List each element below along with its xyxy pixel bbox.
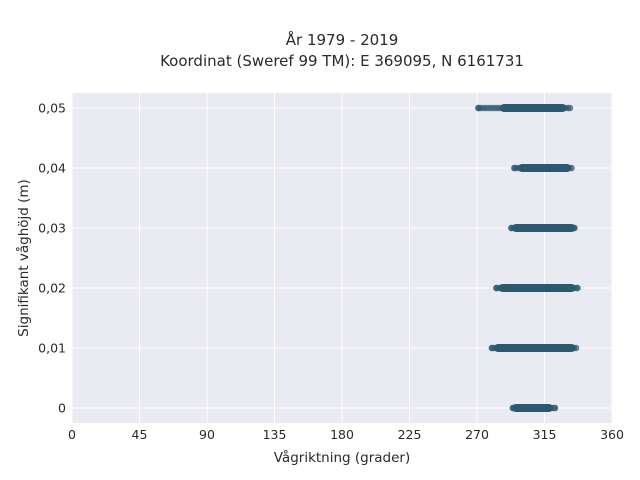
data-point xyxy=(572,344,580,352)
x-tick-label: 270 xyxy=(465,427,489,442)
y-tick-label: 0,03 xyxy=(38,221,66,236)
data-point xyxy=(488,344,496,352)
data-point xyxy=(571,224,578,232)
x-tick-label: 315 xyxy=(533,427,557,442)
y-tick-labels: 0 0,01 0,02 0,03 0,04 0,05 xyxy=(38,101,66,416)
data-points xyxy=(475,104,581,412)
x-tick-label: 135 xyxy=(263,427,287,442)
x-tick-label: 225 xyxy=(398,427,422,442)
data-point xyxy=(551,404,559,412)
chart-title-line2: Koordinat (Sweref 99 TM): E 369095, N 61… xyxy=(160,52,524,70)
y-tick-label: 0,05 xyxy=(38,101,66,116)
y-tick-label: 0,04 xyxy=(38,161,66,176)
data-point xyxy=(574,284,581,292)
data-point xyxy=(509,404,517,412)
data-point xyxy=(493,284,500,292)
x-tick-label: 90 xyxy=(199,427,215,442)
x-tick-labels: 0 45 90 135 180 225 270 315 360 xyxy=(68,427,624,442)
data-point xyxy=(475,104,482,112)
x-tick-label: 0 xyxy=(68,427,76,442)
y-tick-label: 0 xyxy=(58,401,66,416)
x-tick-label: 180 xyxy=(330,427,354,442)
x-tick-label: 360 xyxy=(600,427,624,442)
x-tick-label: 45 xyxy=(132,427,148,442)
chart-title-line1: År 1979 - 2019 xyxy=(286,30,399,49)
data-point xyxy=(568,164,575,172)
data-point xyxy=(566,104,574,112)
x-axis-label: Vågriktning (grader) xyxy=(274,449,411,466)
data-point xyxy=(508,224,515,232)
y-tick-label: 0,02 xyxy=(38,281,66,296)
y-tick-label: 0,01 xyxy=(38,341,66,356)
data-point xyxy=(511,164,518,172)
y-axis-label: Signifikant våghöjd (m) xyxy=(15,179,32,337)
